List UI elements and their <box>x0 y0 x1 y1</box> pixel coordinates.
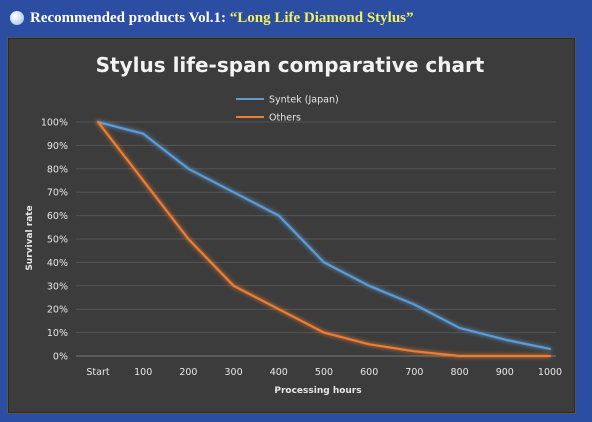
x-tick-label: 100 <box>134 367 152 378</box>
x-tick-label: 700 <box>405 367 423 378</box>
x-tick-label: 400 <box>270 367 288 378</box>
y-tick-label: 0% <box>53 352 68 363</box>
y-tick-label: 70% <box>47 188 68 199</box>
header-title: Recommended products Vol.1: “Long Life D… <box>30 10 414 27</box>
series-line <box>96 120 552 351</box>
y-tick-label: 80% <box>47 164 68 175</box>
x-axis-title: Processing hours <box>274 386 361 396</box>
line-chart: Stylus life-span comparative chart Synte… <box>25 53 562 396</box>
header-prefix: Recommended products Vol.1: <box>30 9 230 26</box>
y-axis-ticks: 0% 10% 20% 30% 40% 50% 60% 70% 80% 90% 100% <box>41 118 68 363</box>
y-tick-label: 100% <box>41 118 68 129</box>
x-tick-label: 800 <box>451 367 469 378</box>
y-axis-title: Survival rate <box>25 205 35 270</box>
y-tick-label: 40% <box>47 258 68 269</box>
chart-series <box>96 120 552 358</box>
chart-gridlines <box>76 121 556 357</box>
header-product-name: “Long Life Diamond Stylus” <box>229 9 414 26</box>
bullet-disc-icon <box>10 11 24 25</box>
y-tick-label: 50% <box>47 235 68 246</box>
y-tick-label: 60% <box>47 211 68 222</box>
x-tick-label: 900 <box>496 367 514 378</box>
x-axis-ticks: Start 100 200 300 400 500 600 700 800 900 1000 <box>86 367 562 378</box>
x-tick-label: 200 <box>179 367 197 378</box>
x-tick-label: 600 <box>360 367 378 378</box>
y-tick-label: 20% <box>47 305 68 316</box>
page-header: Recommended products Vol.1: “Long Life D… <box>10 7 585 29</box>
y-tick-label: 10% <box>47 328 68 339</box>
y-tick-label: 90% <box>47 141 68 152</box>
x-tick-label: 500 <box>315 367 333 378</box>
series-line <box>96 120 552 358</box>
legend-label: Others <box>269 113 301 124</box>
x-tick-label: 300 <box>225 367 243 378</box>
x-tick-label: 1000 <box>538 367 562 378</box>
chart-title: Stylus life-span comparative chart <box>96 53 485 77</box>
y-tick-label: 30% <box>47 281 68 292</box>
chart-legend: Syntek (Japan) Others <box>236 95 339 124</box>
legend-label: Syntek (Japan) <box>269 95 339 106</box>
chart-panel: Stylus life-span comparative chart Synte… <box>7 37 576 414</box>
x-tick-label: Start <box>86 367 109 378</box>
